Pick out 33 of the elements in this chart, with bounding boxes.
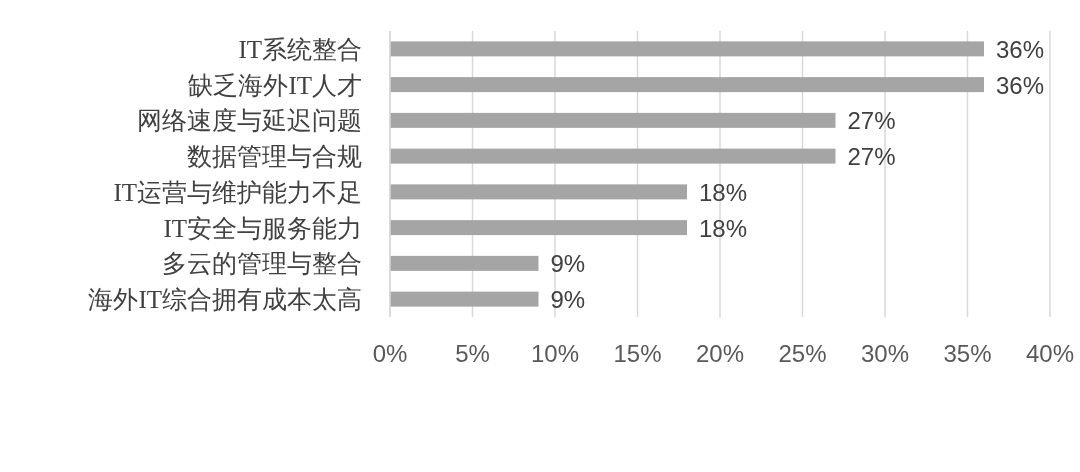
x-tick-label: 30%	[860, 340, 910, 367]
x-tick-label: 35%	[943, 340, 992, 367]
bar	[390, 41, 984, 57]
bar	[390, 291, 539, 307]
data-label: 9%	[550, 286, 586, 314]
y-tick-label: IT运营与维护能力不足	[113, 178, 362, 206]
y-tick-label: IT安全与服务能力	[163, 214, 362, 242]
y-tick-label: 网络速度与延迟问题	[137, 107, 362, 135]
data-label: 36%	[996, 35, 1045, 63]
y-tick-label: 数据管理与合规	[187, 143, 362, 171]
data-label: 27%	[847, 107, 896, 135]
data-label: 18%	[699, 214, 748, 242]
bar	[390, 77, 984, 93]
y-tick-label: 多云的管理与整合	[162, 250, 362, 278]
x-tick-label: 40%	[1025, 340, 1075, 367]
data-label: 9%	[550, 250, 586, 278]
bar	[390, 148, 836, 164]
data-label: 36%	[996, 71, 1045, 99]
data-label: 18%	[699, 178, 748, 206]
bar	[390, 184, 687, 200]
y-tick-label: 缺乏海外IT人才	[188, 71, 362, 99]
x-tick-label: 10%	[530, 340, 580, 367]
x-tick-label: 5%	[455, 340, 490, 367]
x-tick-label: 20%	[695, 340, 745, 367]
bar	[390, 255, 539, 271]
bar	[390, 220, 687, 236]
x-tick-label: 15%	[613, 340, 662, 367]
x-tick-label: 0%	[372, 340, 408, 367]
bar	[390, 112, 836, 128]
y-tick-label: 海外IT综合拥有成本太高	[88, 286, 362, 314]
data-label: 27%	[847, 143, 896, 171]
x-tick-label: 25%	[778, 340, 827, 367]
y-tick-label: IT系统整合	[238, 35, 362, 63]
